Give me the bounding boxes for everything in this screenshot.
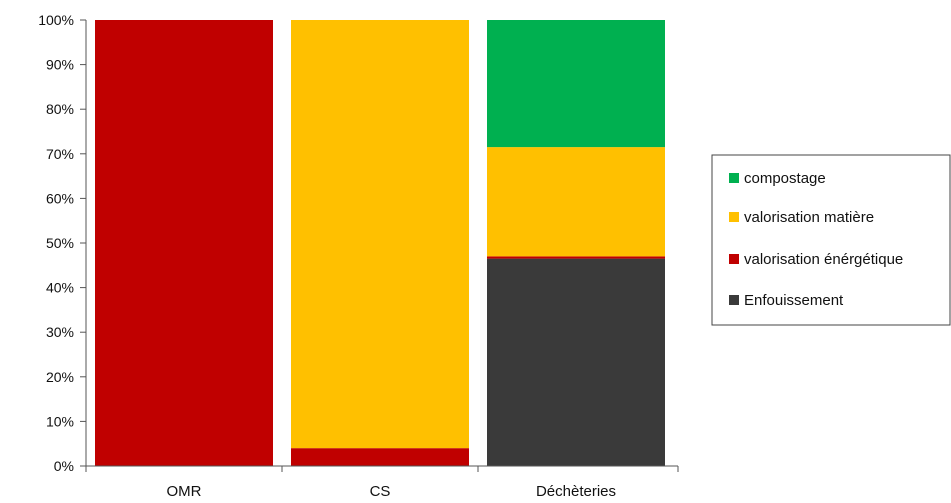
legend-label: Enfouissement bbox=[744, 292, 844, 309]
axes-group: 0% 10% 20% 30% 40% 50% 60% 70% 80% 90% 100% OMR CS Dé… bbox=[38, 12, 679, 500]
legend-swatch bbox=[729, 254, 739, 264]
y-tick-label: 50% bbox=[46, 235, 74, 251]
bar-segment-valorisation-matiere-2 bbox=[487, 147, 665, 257]
y-tick-label: 40% bbox=[46, 280, 74, 296]
y-tick-label: 70% bbox=[46, 146, 74, 162]
x-category-label: Déchèteries bbox=[536, 483, 616, 500]
y-tick-label: 60% bbox=[46, 190, 74, 206]
x-category-label: CS bbox=[370, 483, 391, 500]
x-category-label: OMR bbox=[167, 483, 202, 500]
bar-segment-valorisation-energetique-0 bbox=[95, 20, 273, 466]
y-tick-label: 10% bbox=[46, 413, 74, 429]
legend-label: valorisation matière bbox=[744, 209, 874, 226]
bar-segment-valorisation-energetique-1 bbox=[291, 448, 469, 466]
legend-label: valorisation énérgétique bbox=[744, 251, 903, 268]
bar-segment-valorisation-energetique-2 bbox=[487, 256, 665, 259]
legend-swatch bbox=[729, 295, 739, 305]
legend-label: compostage bbox=[744, 170, 826, 187]
y-tick-label: 90% bbox=[46, 57, 74, 73]
y-tick-label: 100% bbox=[38, 12, 74, 28]
bars-group bbox=[95, 20, 665, 466]
y-tick-label: 20% bbox=[46, 369, 74, 385]
bar-segment-enfouissement-2 bbox=[487, 258, 665, 466]
y-tick-label: 80% bbox=[46, 101, 74, 117]
bar-segment-valorisation-matiere-1 bbox=[291, 20, 469, 449]
legend: compostage valorisation matière valorisati… bbox=[711, 154, 951, 326]
legend-box bbox=[711, 154, 951, 326]
legend-swatch bbox=[729, 173, 739, 183]
bar-segment-compostage-2 bbox=[487, 20, 665, 148]
y-tick-label: 30% bbox=[46, 324, 74, 340]
legend-swatch bbox=[729, 212, 739, 222]
y-tick-label: 0% bbox=[54, 458, 74, 474]
